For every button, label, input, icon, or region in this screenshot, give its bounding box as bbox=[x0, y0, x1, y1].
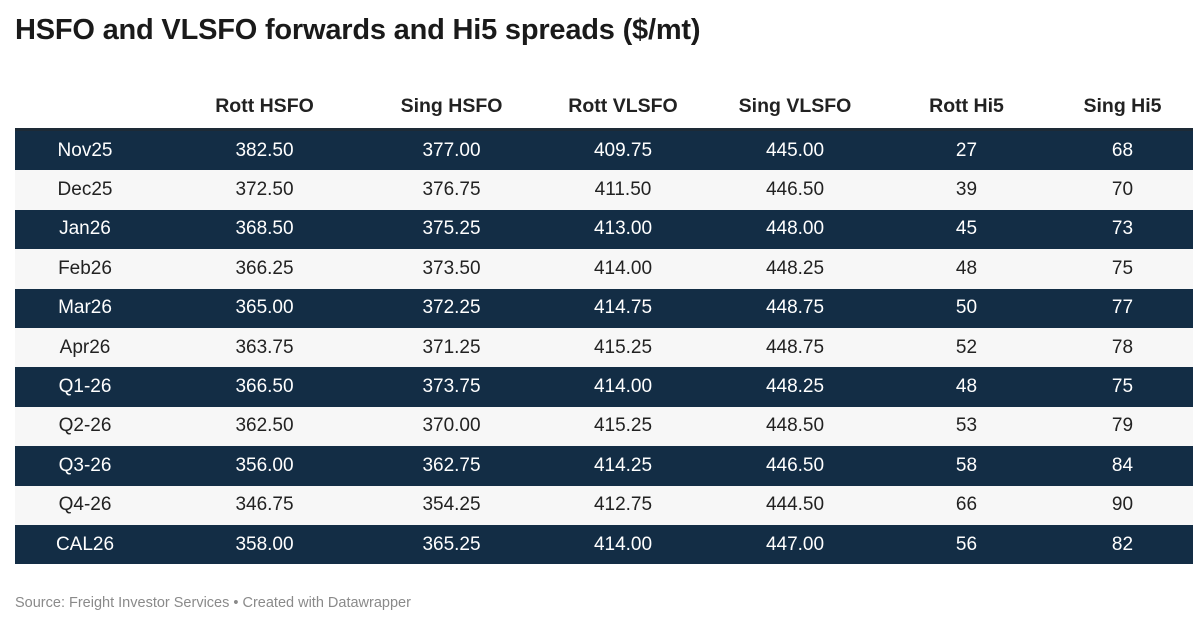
table-cell: 372.25 bbox=[366, 288, 537, 328]
table-cell: 448.75 bbox=[709, 327, 881, 368]
data-table: Rott HSFO Sing HSFO Rott VLSFO Sing VLSFO Ro… bbox=[15, 84, 1193, 565]
column-header: Sing VLSFO bbox=[709, 84, 881, 131]
column-header: Sing HSFO bbox=[366, 84, 537, 131]
table-cell: 73 bbox=[1052, 209, 1193, 250]
table-row: Nov25 382.50 377.00 409.75 445.00 27 68 bbox=[15, 129, 1193, 171]
table-cell: 373.50 bbox=[366, 249, 537, 289]
table-cell: 414.25 bbox=[537, 446, 709, 486]
table-cell: 68 bbox=[1052, 129, 1193, 171]
row-label: Dec25 bbox=[15, 170, 155, 210]
table-row: Q1-26 366.50 373.75 414.00 448.25 48 75 bbox=[15, 367, 1193, 407]
table-cell: 375.25 bbox=[366, 209, 537, 250]
row-label: CAL26 bbox=[15, 524, 155, 565]
table-row: CAL26 358.00 365.25 414.00 447.00 56 82 bbox=[15, 524, 1193, 565]
table-cell: 27 bbox=[881, 129, 1052, 171]
table-cell: 358.00 bbox=[155, 524, 366, 565]
table-cell: 363.75 bbox=[155, 327, 366, 368]
table-cell: 48 bbox=[881, 367, 1052, 407]
table-cell: 409.75 bbox=[537, 129, 709, 171]
table-cell: 448.25 bbox=[709, 249, 881, 289]
table-cell: 376.75 bbox=[366, 170, 537, 210]
table-cell: 48 bbox=[881, 249, 1052, 289]
row-label: Q2-26 bbox=[15, 406, 155, 447]
table-cell: 373.75 bbox=[366, 367, 537, 407]
table-cell: 53 bbox=[881, 406, 1052, 447]
table-cell: 79 bbox=[1052, 406, 1193, 447]
table-cell: 45 bbox=[881, 209, 1052, 250]
table-cell: 415.25 bbox=[537, 327, 709, 368]
table-cell: 365.00 bbox=[155, 288, 366, 328]
table-row: Mar26 365.00 372.25 414.75 448.75 50 77 bbox=[15, 288, 1193, 328]
table-cell: 377.00 bbox=[366, 129, 537, 171]
table-cell: 362.75 bbox=[366, 446, 537, 486]
table-row: Q4-26 346.75 354.25 412.75 444.50 66 90 bbox=[15, 485, 1193, 525]
table-cell: 382.50 bbox=[155, 129, 366, 171]
table-cell: 372.50 bbox=[155, 170, 366, 210]
table-cell: 414.00 bbox=[537, 367, 709, 407]
row-label: Mar26 bbox=[15, 288, 155, 328]
table-cell: 39 bbox=[881, 170, 1052, 210]
table-cell: 366.25 bbox=[155, 249, 366, 289]
table-cell: 448.25 bbox=[709, 367, 881, 407]
table-row: Q3-26 356.00 362.75 414.25 446.50 58 84 bbox=[15, 446, 1193, 486]
row-label: Q4-26 bbox=[15, 485, 155, 525]
table-row: Jan26 368.50 375.25 413.00 448.00 45 73 bbox=[15, 209, 1193, 250]
table-cell: 354.25 bbox=[366, 485, 537, 525]
table-cell: 50 bbox=[881, 288, 1052, 328]
table-cell: 346.75 bbox=[155, 485, 366, 525]
row-label: Q3-26 bbox=[15, 446, 155, 486]
row-label: Nov25 bbox=[15, 129, 155, 171]
table-row: Feb26 366.25 373.50 414.00 448.25 48 75 bbox=[15, 249, 1193, 289]
table-cell: 66 bbox=[881, 485, 1052, 525]
column-header: Sing Hi5 bbox=[1052, 84, 1193, 131]
table-cell: 414.00 bbox=[537, 249, 709, 289]
row-label: Feb26 bbox=[15, 249, 155, 289]
table-cell: 82 bbox=[1052, 524, 1193, 565]
table-cell: 365.25 bbox=[366, 524, 537, 565]
table-row: Q2-26 362.50 370.00 415.25 448.50 53 79 bbox=[15, 406, 1193, 447]
column-header: Rott Hi5 bbox=[881, 84, 1052, 131]
table-cell: 362.50 bbox=[155, 406, 366, 447]
table-cell: 412.75 bbox=[537, 485, 709, 525]
table-cell: 370.00 bbox=[366, 406, 537, 447]
row-label: Jan26 bbox=[15, 209, 155, 250]
chart-title: HSFO and VLSFO forwards and Hi5 spreads … bbox=[15, 14, 701, 46]
row-label: Apr26 bbox=[15, 327, 155, 368]
table-row: Dec25 372.50 376.75 411.50 446.50 39 70 bbox=[15, 170, 1193, 210]
header-row: Rott HSFO Sing HSFO Rott VLSFO Sing VLSFO Ro… bbox=[15, 84, 1193, 131]
table-cell: 448.00 bbox=[709, 209, 881, 250]
row-label: Q1-26 bbox=[15, 367, 155, 407]
table-cell: 84 bbox=[1052, 446, 1193, 486]
column-header bbox=[15, 84, 155, 131]
column-header: Rott HSFO bbox=[155, 84, 366, 131]
table-cell: 448.75 bbox=[709, 288, 881, 328]
table-cell: 368.50 bbox=[155, 209, 366, 250]
table-cell: 371.25 bbox=[366, 327, 537, 368]
table-cell: 78 bbox=[1052, 327, 1193, 368]
table-cell: 446.50 bbox=[709, 170, 881, 210]
table-cell: 90 bbox=[1052, 485, 1193, 525]
table-cell: 414.00 bbox=[537, 524, 709, 565]
table-cell: 448.50 bbox=[709, 406, 881, 447]
source-note: Source: Freight Investor Services • Crea… bbox=[15, 595, 411, 611]
table-cell: 58 bbox=[881, 446, 1052, 486]
table-cell: 356.00 bbox=[155, 446, 366, 486]
table-row: Apr26 363.75 371.25 415.25 448.75 52 78 bbox=[15, 327, 1193, 368]
table-cell: 447.00 bbox=[709, 524, 881, 565]
table-cell: 445.00 bbox=[709, 129, 881, 171]
table-cell: 75 bbox=[1052, 367, 1193, 407]
table-cell: 411.50 bbox=[537, 170, 709, 210]
table-cell: 366.50 bbox=[155, 367, 366, 407]
column-header: Rott VLSFO bbox=[537, 84, 709, 131]
table-cell: 56 bbox=[881, 524, 1052, 565]
table-cell: 75 bbox=[1052, 249, 1193, 289]
table-cell: 77 bbox=[1052, 288, 1193, 328]
table-cell: 415.25 bbox=[537, 406, 709, 447]
table-cell: 446.50 bbox=[709, 446, 881, 486]
table-cell: 414.75 bbox=[537, 288, 709, 328]
table-cell: 413.00 bbox=[537, 209, 709, 250]
table-cell: 52 bbox=[881, 327, 1052, 368]
table-cell: 70 bbox=[1052, 170, 1193, 210]
table-cell: 444.50 bbox=[709, 485, 881, 525]
